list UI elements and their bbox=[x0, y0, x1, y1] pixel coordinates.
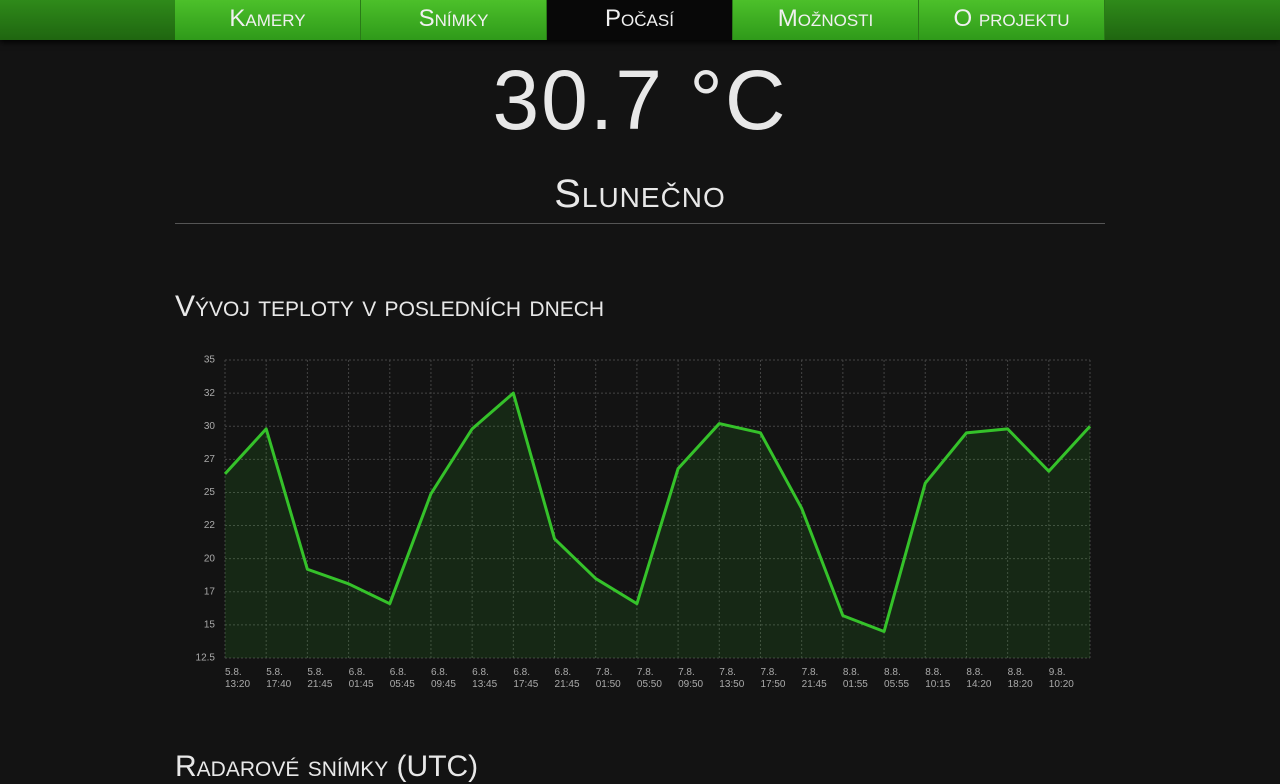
x-tick-label: 7.8. 09:50 bbox=[678, 667, 703, 690]
x-tick-label-line: 01:50 bbox=[596, 679, 621, 690]
x-tick-label-line: 10:20 bbox=[1049, 679, 1074, 690]
x-tick-label-line: 01:55 bbox=[843, 679, 868, 690]
x-tick-label-line: 09:45 bbox=[431, 679, 456, 690]
x-tick-label-line: 8.8. bbox=[884, 667, 901, 678]
top-bar: Kamery Snímky Počasí Možnosti O projektu bbox=[0, 0, 1280, 40]
x-tick-label-line: 6.8. bbox=[390, 667, 407, 678]
x-tick-label-line: 13:45 bbox=[472, 679, 497, 690]
x-tick-label-line: 5.8. bbox=[307, 667, 324, 678]
x-tick-label: 8.8. 01:55 bbox=[843, 667, 868, 690]
x-tick-label-line: 8.8. bbox=[1008, 667, 1025, 678]
x-tick-label: 9.8. 10:20 bbox=[1049, 667, 1074, 690]
x-tick-label-line: 6.8. bbox=[349, 667, 366, 678]
x-tick-label-line: 21:45 bbox=[307, 679, 332, 690]
section-title: Radarové snímky (UTC) bbox=[175, 750, 479, 783]
nav-item[interactable]: O projektu bbox=[919, 0, 1105, 40]
x-tick-label-line: 5.8. bbox=[225, 667, 242, 678]
x-tick-label-line: 7.8. bbox=[637, 667, 654, 678]
x-tick-label-line: 6.8. bbox=[472, 667, 489, 678]
x-tick-label: 8.8. 05:55 bbox=[884, 667, 909, 690]
x-tick-label: 6.8. 09:45 bbox=[431, 667, 456, 690]
x-tick-label: 6.8. 05:45 bbox=[390, 667, 415, 690]
x-tick-label: 7.8. 21:45 bbox=[802, 667, 827, 690]
x-tick-label: 7.8. 01:50 bbox=[596, 667, 621, 690]
nav-item[interactable]: Počasí bbox=[547, 0, 733, 40]
x-tick-label-line: 8.8. bbox=[925, 667, 942, 678]
x-tick-label-line: 7.8. bbox=[802, 667, 819, 678]
x-tick-label-line: 8.8. bbox=[966, 667, 983, 678]
nav-item[interactable]: Možnosti bbox=[733, 0, 919, 40]
x-tick-label-line: 14:20 bbox=[966, 679, 991, 690]
x-tick-label-line: 7.8. bbox=[760, 667, 777, 678]
nav-item[interactable]: Snímky bbox=[361, 0, 547, 40]
x-tick-label: 6.8. 13:45 bbox=[472, 667, 497, 690]
condition: Slunečno bbox=[554, 172, 726, 216]
x-tick-label-line: 05:55 bbox=[884, 679, 909, 690]
y-tick-label: 27 bbox=[204, 454, 216, 465]
x-tick-label-line: 6.8. bbox=[513, 667, 530, 678]
x-tick-label-line: 8.8. bbox=[843, 667, 860, 678]
x-tick-label: 6.8. 21:45 bbox=[555, 667, 580, 690]
x-tick-label: 7.8. 17:50 bbox=[760, 667, 785, 690]
y-tick-label: 20 bbox=[204, 553, 216, 564]
x-tick-label: 8.8. 10:15 bbox=[925, 667, 950, 690]
y-tick-label: 30 bbox=[204, 421, 216, 432]
x-tick-label: 6.8. 17:45 bbox=[513, 667, 538, 690]
x-tick-label-line: 7.8. bbox=[678, 667, 695, 678]
x-tick-label-line: 17:40 bbox=[266, 679, 291, 690]
y-tick-label: 12.5 bbox=[196, 653, 216, 664]
divider bbox=[175, 223, 1105, 224]
x-tick-label-line: 09:50 bbox=[678, 679, 703, 690]
x-tick-label-line: 17:45 bbox=[513, 679, 538, 690]
x-tick-label: 8.8. 18:20 bbox=[1008, 667, 1033, 690]
x-tick-label: 7.8. 13:50 bbox=[719, 667, 744, 690]
nav: Kamery Snímky Počasí Možnosti O projektu bbox=[175, 0, 1105, 40]
x-tick-label-line: 7.8. bbox=[596, 667, 613, 678]
x-tick-label-line: 6.8. bbox=[431, 667, 448, 678]
x-tick-label: 5.8. 21:45 bbox=[307, 667, 332, 690]
y-tick-label: 22 bbox=[204, 520, 216, 531]
x-tick-label-line: 17:50 bbox=[760, 679, 785, 690]
x-tick-label-line: 13:50 bbox=[719, 679, 744, 690]
y-tick-label: 17 bbox=[204, 586, 216, 597]
x-tick-label: 8.8. 14:20 bbox=[966, 667, 991, 690]
x-tick-label-line: 21:45 bbox=[802, 679, 827, 690]
line bbox=[223, 391, 1092, 634]
x-tick-label-line: 6.8. bbox=[555, 667, 572, 678]
y-tick-label: 25 bbox=[204, 487, 216, 498]
y-tick-label: 35 bbox=[204, 355, 216, 366]
nav-item[interactable]: Kamery bbox=[175, 0, 361, 40]
x-tick-label-line: 05:45 bbox=[390, 679, 415, 690]
x-tick-label-line: 01:45 bbox=[349, 679, 374, 690]
x-tick-label-line: 18:20 bbox=[1008, 679, 1033, 690]
x-tick-label: 7.8. 05:50 bbox=[637, 667, 662, 690]
x-tick-label-line: 13:20 bbox=[225, 679, 250, 690]
x-tick-label: 6.8. 01:45 bbox=[349, 667, 374, 690]
x-tick-label-line: 7.8. bbox=[719, 667, 736, 678]
area bbox=[225, 393, 1090, 658]
x-tick-label-line: 10:15 bbox=[925, 679, 950, 690]
x-tick-label-line: 05:50 bbox=[637, 679, 662, 690]
x-tick-label-line: 9.8. bbox=[1049, 667, 1066, 678]
x-tick-label: 5.8. 13:20 bbox=[225, 667, 250, 690]
y-tick-label: 15 bbox=[204, 620, 216, 631]
temperature: 30.7 °C bbox=[492, 53, 788, 147]
x-tick-label-line: 21:45 bbox=[555, 679, 580, 690]
section-title: Vývoj teploty v posledních dnech bbox=[175, 290, 605, 323]
y-tick-label: 32 bbox=[204, 388, 216, 399]
x-tick-label: 5.8. 17:40 bbox=[266, 667, 291, 690]
x-tick-label-line: 5.8. bbox=[266, 667, 283, 678]
